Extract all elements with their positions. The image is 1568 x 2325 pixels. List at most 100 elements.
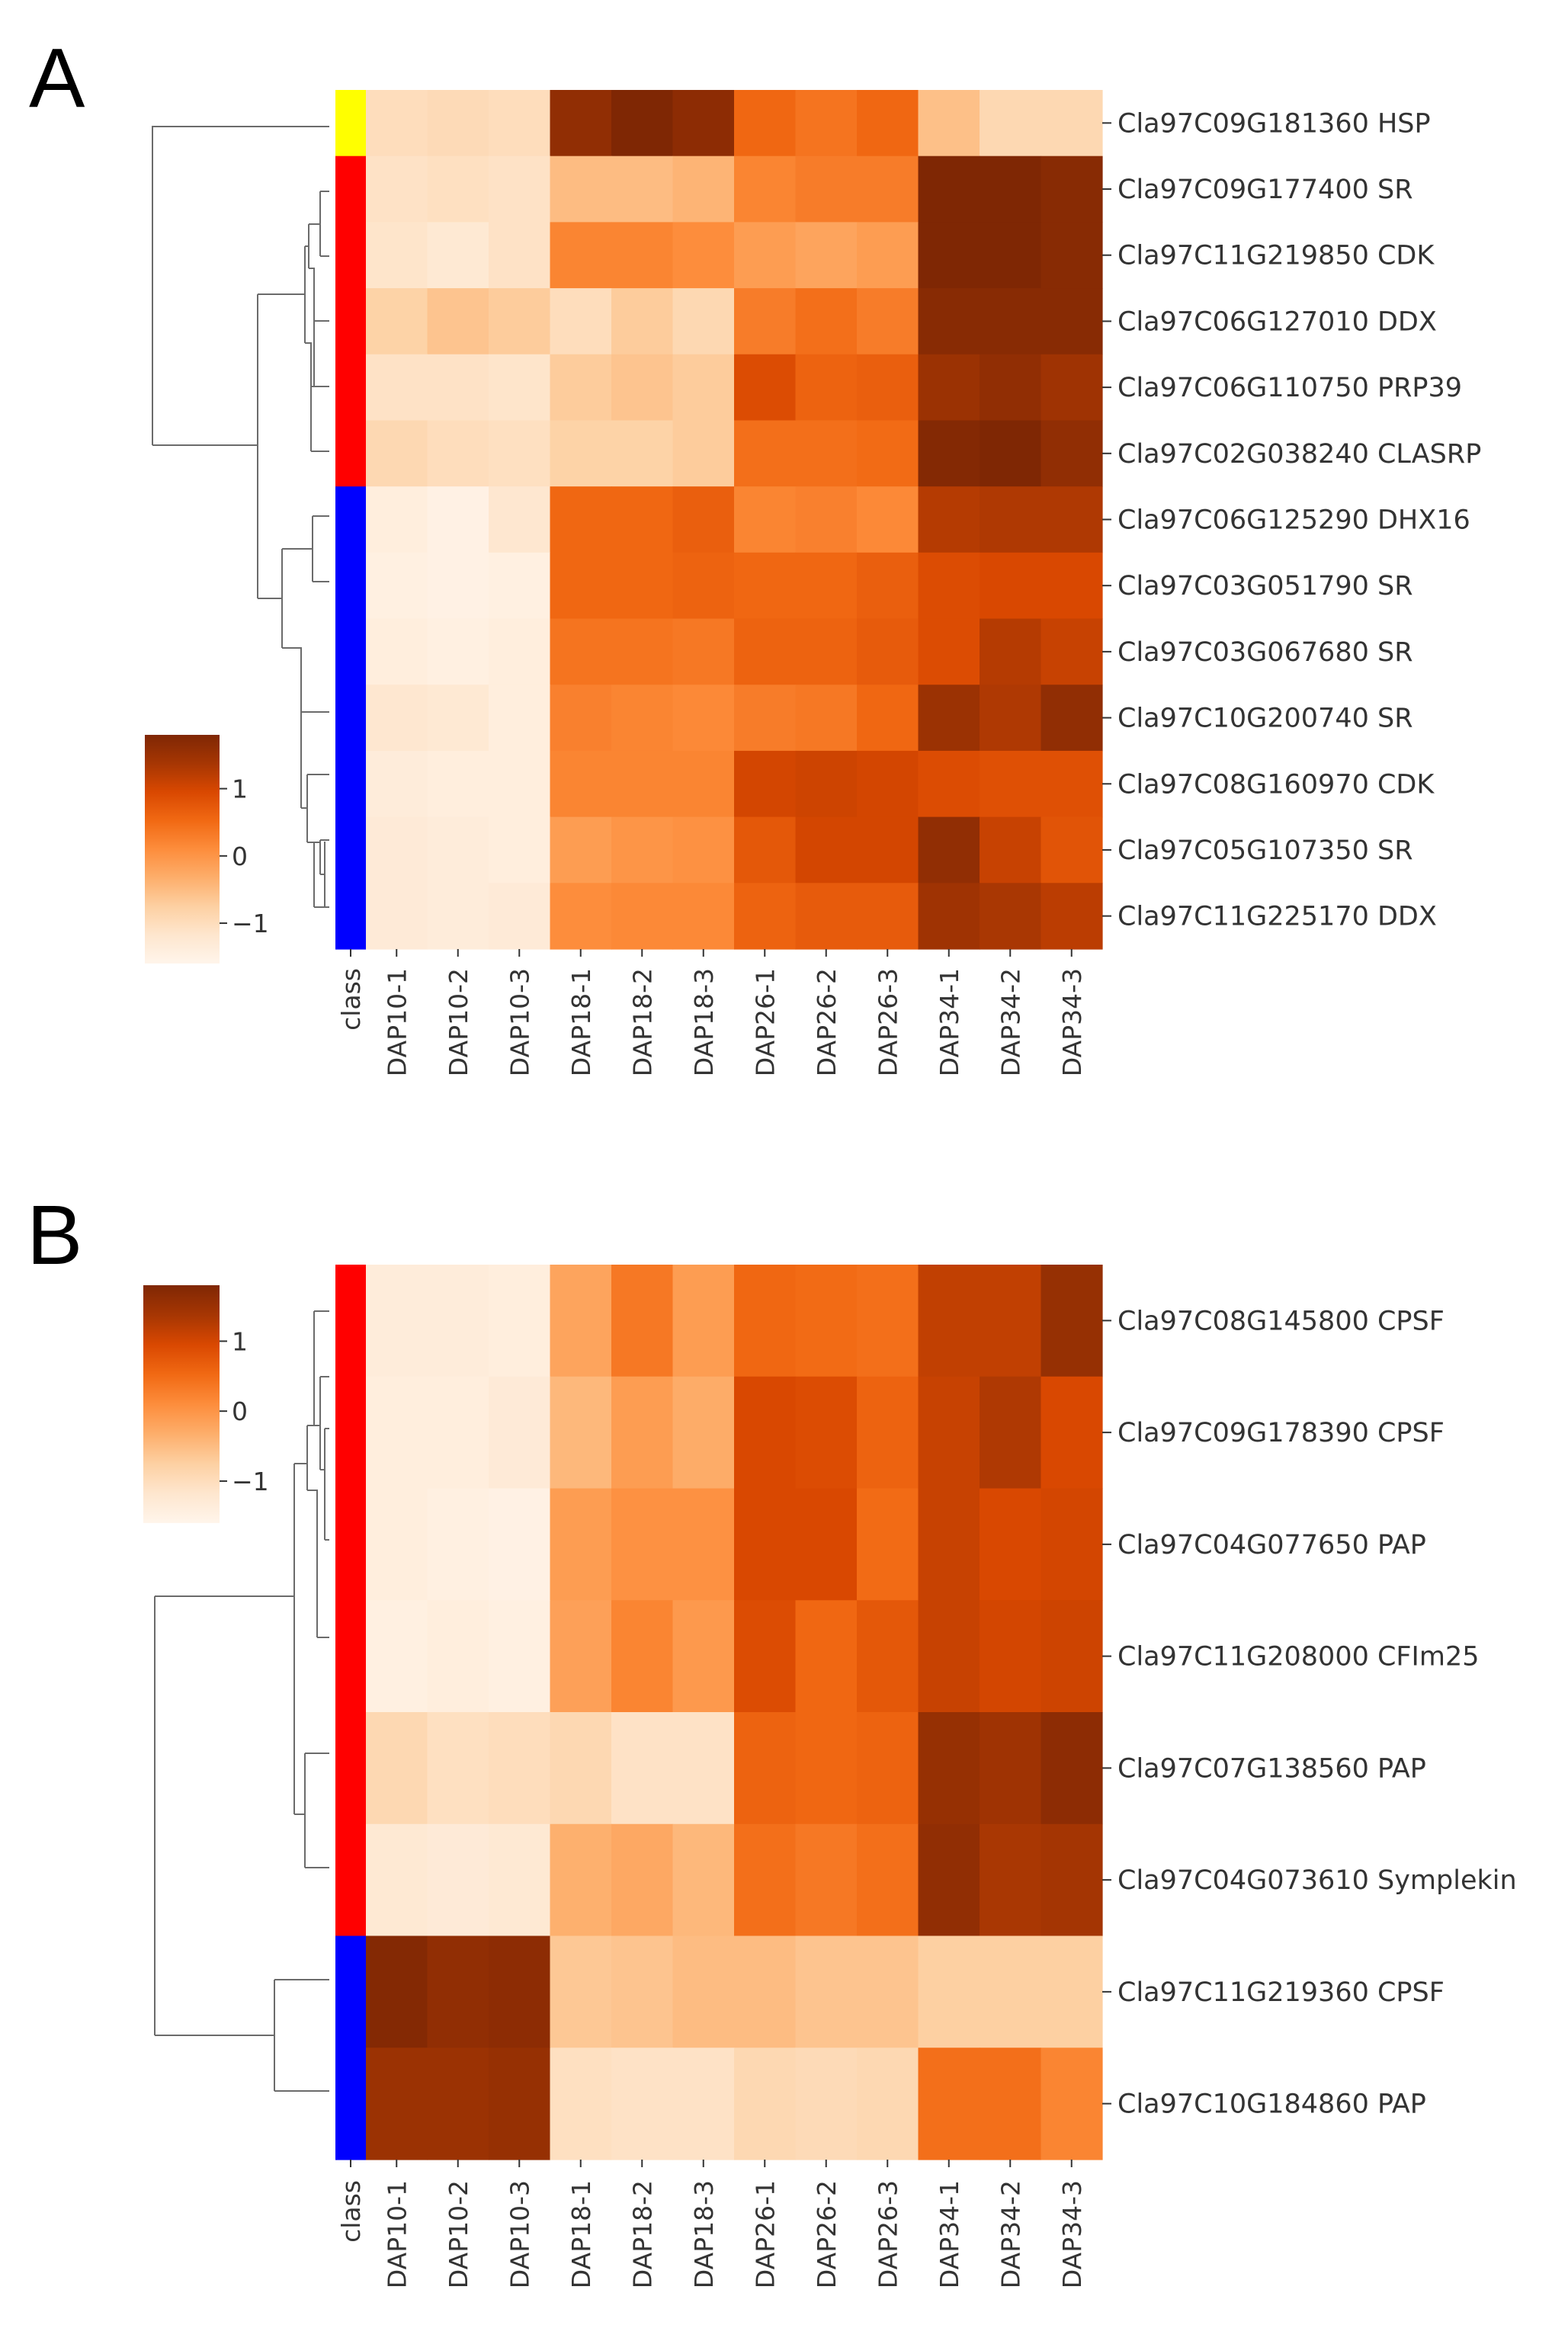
heatmap-cell <box>734 1488 797 1601</box>
heatmap-cell <box>734 288 797 355</box>
heatmap-cell <box>1041 1488 1103 1601</box>
heatmap-cell <box>611 750 674 818</box>
heatmap-cell <box>366 685 428 752</box>
heatmap-cell <box>672 354 735 422</box>
sample-label: DAP34-2 <box>996 2180 1025 2288</box>
heatmap-cell <box>489 618 551 685</box>
colorbar-tick-label: 0 <box>232 1397 248 1426</box>
class-cell <box>335 1376 366 1490</box>
gene-label: Cla97C04G073610 Symplekin <box>1117 1865 1517 1896</box>
panel-a-gene-labels: Cla97C09G181360 HSP Cla97C09G177400 SR Cla… <box>1102 108 1481 932</box>
heatmap-cell <box>672 288 735 355</box>
heatmap-cell <box>366 354 428 422</box>
heatmap-cell <box>795 486 858 553</box>
class-cell <box>335 1488 366 1601</box>
heatmap-cell <box>672 1823 735 1937</box>
gene-label: Cla97C10G200740 SR <box>1117 704 1413 734</box>
heatmap-cell <box>550 1265 612 1377</box>
sample-label: DAP26-2 <box>812 968 842 1076</box>
heatmap-cell <box>489 1376 551 1490</box>
heatmap-cell <box>366 552 428 620</box>
heatmap-cell <box>980 1935 1042 2048</box>
gene-label: Cla97C09G178390 CPSF <box>1117 1418 1445 1448</box>
heatmap-cell <box>427 1600 489 1713</box>
heatmap-cell <box>672 2048 735 2160</box>
heatmap-cell <box>857 1712 919 1825</box>
heatmap-cell <box>366 750 428 818</box>
heatmap-cell <box>1041 90 1103 157</box>
heatmap-cell <box>857 156 919 223</box>
heatmap-cell <box>918 288 980 355</box>
heatmap-cell <box>489 1935 551 2048</box>
heatmap-cell <box>1041 288 1103 355</box>
heatmap-cell <box>857 552 919 620</box>
heatmap-cell <box>857 486 919 553</box>
class-cell <box>335 552 366 620</box>
heatmap-cell <box>857 222 919 289</box>
heatmap-cell <box>918 222 980 289</box>
heatmap-cell <box>734 222 797 289</box>
colorbar-tick-label: 1 <box>232 774 248 804</box>
heatmap-cell <box>366 90 428 157</box>
heatmap-cell <box>489 552 551 620</box>
heatmap-cell <box>918 1265 980 1377</box>
heatmap-cell <box>980 816 1042 884</box>
heatmap-cell <box>857 288 919 355</box>
heatmap-cell <box>980 222 1042 289</box>
heatmap-cell <box>366 420 428 487</box>
heatmap-cell <box>489 750 551 818</box>
heatmap-cell <box>795 156 858 223</box>
heatmap-cell <box>366 1600 428 1713</box>
heatmap-cell <box>857 90 919 157</box>
sample-label: DAP10-3 <box>505 968 534 1076</box>
heatmap-cell <box>550 420 612 487</box>
heatmap-cell <box>980 156 1042 223</box>
dendrogram-branch <box>305 342 312 451</box>
heatmap-cell <box>611 552 674 620</box>
heatmap-cell <box>1041 816 1103 884</box>
class-cell <box>335 156 366 223</box>
heatmap-cell <box>795 1823 858 1937</box>
sample-label: DAP34-3 <box>1057 968 1087 1076</box>
sample-label: DAP26-3 <box>873 968 903 1076</box>
heatmap-cell <box>672 156 735 223</box>
panel-b-row-dendrogram <box>154 1310 329 2092</box>
heatmap-cell <box>611 90 674 157</box>
sample-label: DAP34-2 <box>996 968 1025 1076</box>
panel-b-class-bar <box>335 1265 366 2160</box>
heatmap-cell <box>611 1823 674 1937</box>
heatmap-cell <box>980 552 1042 620</box>
heatmap-cell <box>795 883 858 950</box>
heatmap-cell <box>980 354 1042 422</box>
heatmap-cell <box>366 156 428 223</box>
heatmap-cell <box>489 1488 551 1601</box>
heatmap-cell <box>550 156 612 223</box>
heatmap-cell <box>1041 883 1103 950</box>
heatmap-cell <box>734 420 797 487</box>
heatmap-cell <box>489 354 551 422</box>
panel-b-gene-labels: Cla97C08G145800 CPSF Cla97C09G178390 CPSF… <box>1102 1306 1517 2120</box>
panel-a-colorbar: 1 0 −1 <box>145 735 269 964</box>
colorbar-gradient <box>143 1285 220 1523</box>
heatmap-cell <box>611 1265 674 1377</box>
heatmap-cell <box>918 552 980 620</box>
heatmap-cell <box>366 618 428 685</box>
heatmap-cell <box>672 1265 735 1377</box>
heatmap-cell <box>489 1823 551 1937</box>
heatmap-cell <box>427 816 489 884</box>
gene-label: Cla97C10G184860 PAP <box>1117 2089 1426 2120</box>
sample-label: DAP26-2 <box>812 2180 842 2288</box>
heatmap-cell <box>550 288 612 355</box>
heatmap-cell <box>918 354 980 422</box>
heatmap-cell <box>489 222 551 289</box>
heatmap-cell <box>427 618 489 685</box>
heatmap-cell <box>734 2048 797 2160</box>
gene-label: Cla97C08G145800 CPSF <box>1117 1306 1445 1336</box>
heatmap-cell <box>427 1265 489 1377</box>
heatmap-cell <box>918 1488 980 1601</box>
heatmap-cell <box>427 883 489 950</box>
heatmap-cell <box>550 816 612 884</box>
heatmap-cell <box>489 816 551 884</box>
gene-label: Cla97C09G181360 HSP <box>1117 108 1431 139</box>
